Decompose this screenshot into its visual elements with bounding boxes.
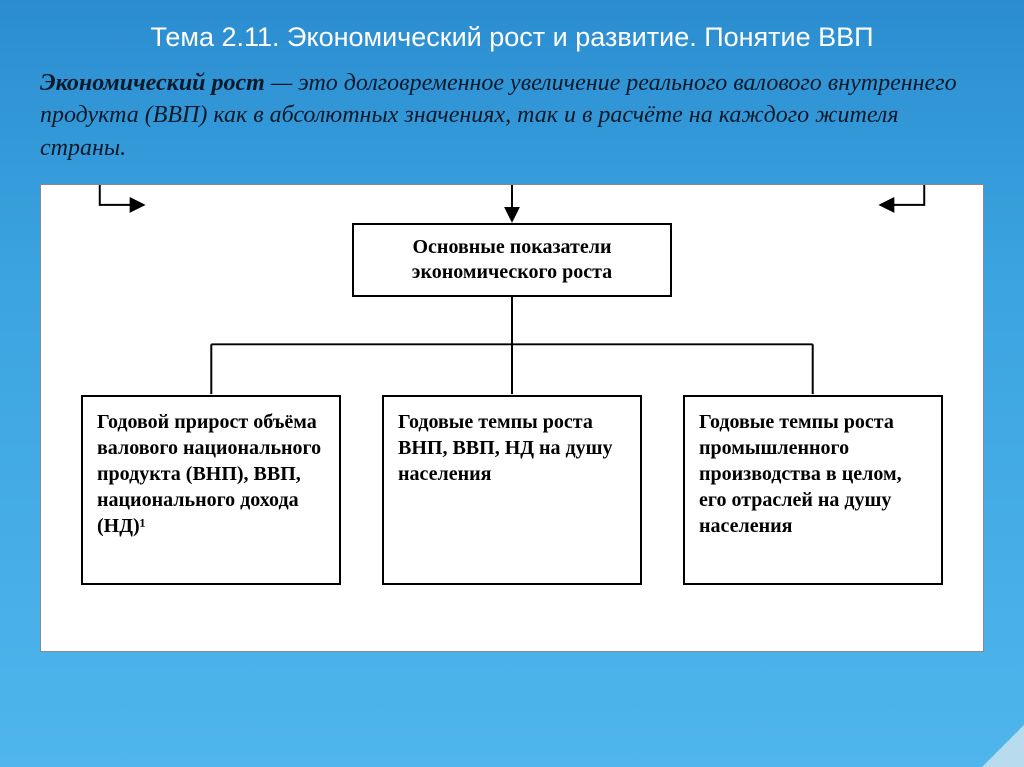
- slide-title: Тема 2.11. Экономический рост и развитие…: [0, 0, 1024, 59]
- definition-term: Экономический рост: [40, 70, 265, 96]
- child-box-3: Годовые темпы роста промышленного произв…: [683, 395, 943, 585]
- root-line-2: экономического роста: [366, 260, 658, 285]
- diagram-container: Основные показатели экономического роста…: [40, 184, 984, 652]
- diagram-root-box: Основные показатели экономического роста: [352, 223, 672, 297]
- page-corner-icon: [982, 725, 1024, 767]
- child-box-1: Годовой прирост объёма валового национал…: [81, 395, 341, 585]
- root-line-1: Основные показатели: [366, 235, 658, 260]
- diagram-child-row: Годовой прирост объёма валового национал…: [41, 395, 983, 585]
- slide-background: Тема 2.11. Экономический рост и развитие…: [0, 0, 1024, 767]
- child-box-2: Годовые темпы роста ВНП, ВВП, НД на душу…: [382, 395, 642, 585]
- definition-paragraph: Экономический рост — это долговременное …: [0, 59, 1024, 176]
